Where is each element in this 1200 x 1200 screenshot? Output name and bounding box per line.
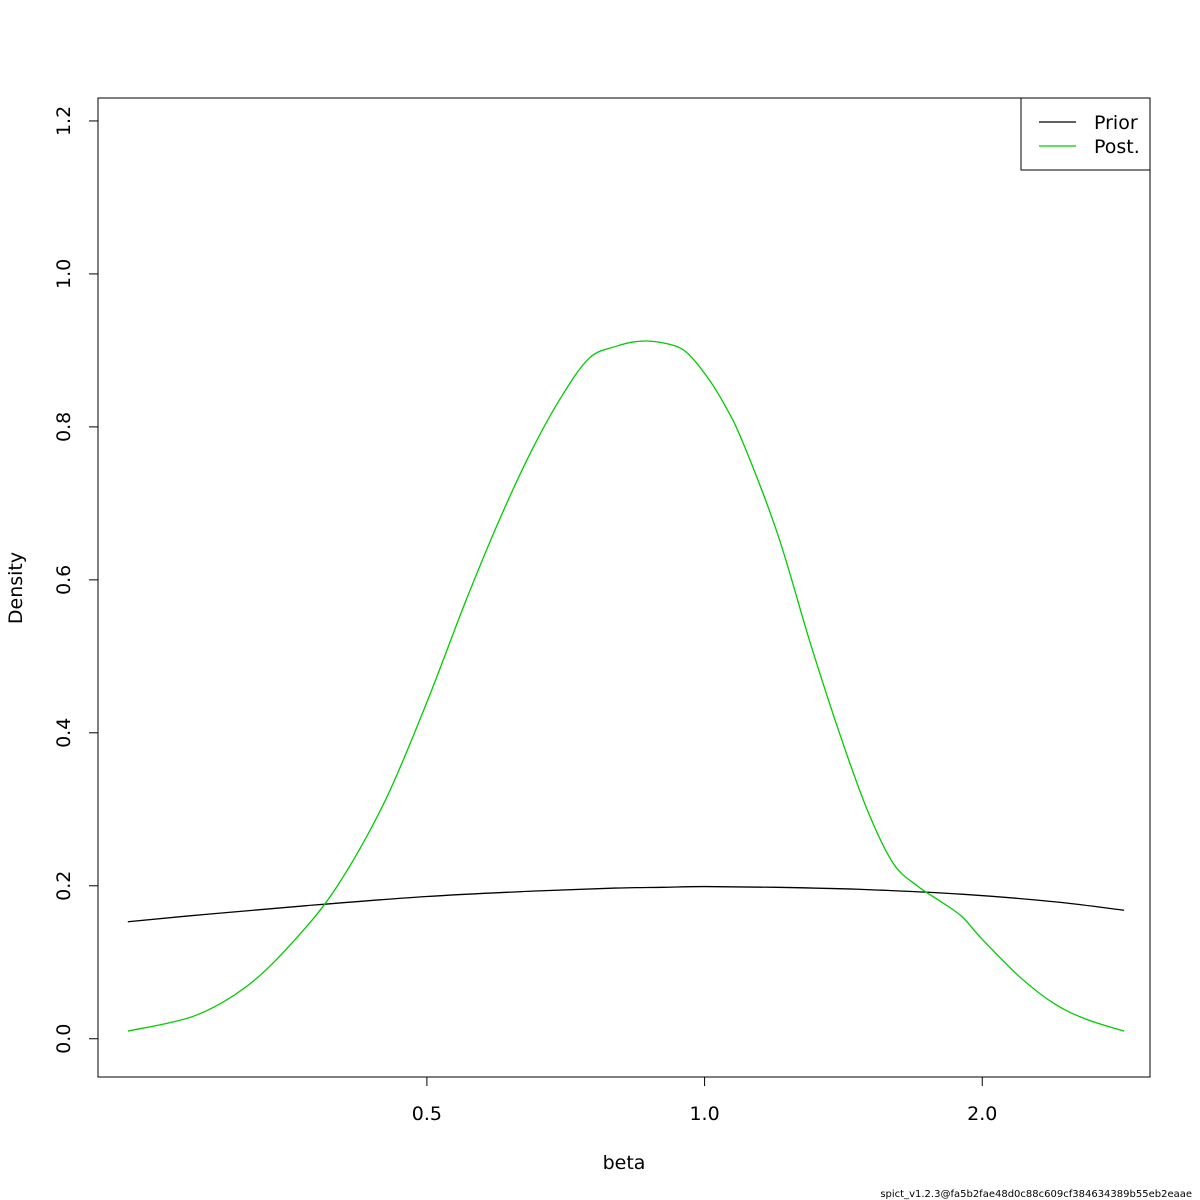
plot-area bbox=[127, 340, 1125, 1032]
legend: Prior Post. bbox=[1020, 97, 1151, 171]
x-tick-label: 2.0 bbox=[967, 1103, 997, 1125]
y-tick-label: 0.0 bbox=[53, 1024, 75, 1054]
y-tick-label: 0.4 bbox=[53, 718, 75, 748]
legend-box bbox=[1020, 97, 1151, 171]
y-tick-label: 0.6 bbox=[53, 565, 75, 595]
plot-frame bbox=[97, 97, 1151, 1078]
x-axis: 0.5 1.0 2.0 bbox=[412, 1076, 997, 1125]
legend-label-post: Post. bbox=[1094, 136, 1140, 158]
legend-label-prior: Prior bbox=[1094, 112, 1138, 134]
series-line-prior bbox=[127, 885, 1125, 923]
y-axis-label: Density bbox=[5, 552, 27, 624]
y-tick-label: 0.8 bbox=[53, 412, 75, 442]
y-tick-label: 1.2 bbox=[53, 106, 75, 136]
x-tick-label: 0.5 bbox=[412, 1103, 442, 1125]
y-tick-label: 1.0 bbox=[53, 259, 75, 289]
series-line-post bbox=[127, 340, 1125, 1032]
y-axis: 0.0 0.2 0.4 0.6 0.8 1.0 1.2 bbox=[53, 106, 99, 1054]
x-tick-label: 1.0 bbox=[689, 1103, 719, 1125]
y-tick-label: 0.2 bbox=[53, 871, 75, 901]
x-axis-label: beta bbox=[603, 1152, 646, 1174]
footer-version-text: spict_v1.2.3@fa5b2fae48d0c88c609cf384634… bbox=[880, 1189, 1192, 1200]
